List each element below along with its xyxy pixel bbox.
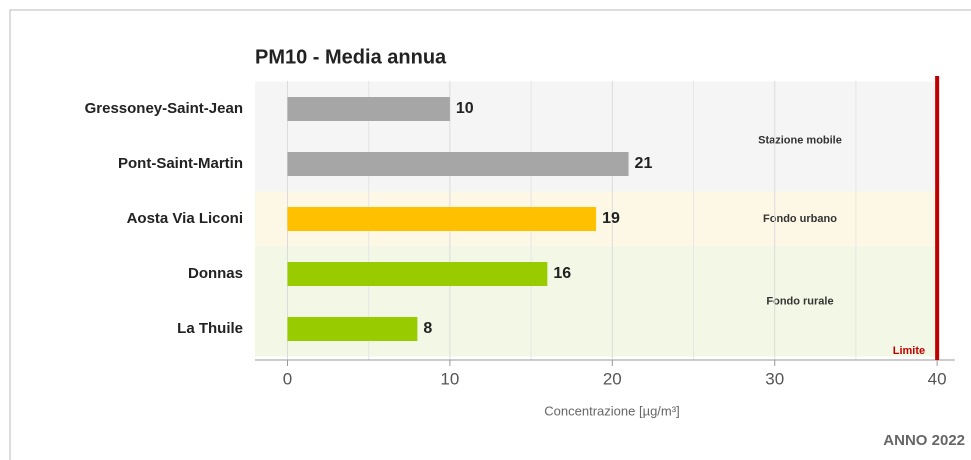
frame	[9, 9, 971, 460]
x-tick-label: 20	[603, 369, 622, 388]
y-tick-label: La Thuile	[177, 320, 243, 337]
value-label: 21	[635, 155, 653, 172]
bar	[287, 152, 629, 176]
group-label: Fondo rurale	[766, 295, 833, 307]
group-label: Stazione mobile	[758, 134, 842, 146]
x-tick-label: 0	[283, 369, 292, 388]
value-label: 10	[456, 100, 474, 117]
y-tick-label: Donnas	[188, 265, 243, 282]
y-tick-label: Aosta Via Liconi	[127, 210, 243, 227]
x-tick-label: 10	[440, 369, 459, 388]
group-label: Fondo urbano	[763, 213, 837, 225]
x-tick-label: 30	[765, 369, 784, 388]
y-tick-label: Pont-Saint-Martin	[118, 155, 243, 172]
bar	[287, 317, 418, 341]
x-tick-label: 40	[928, 369, 947, 388]
chart-title: PM10 - Media annua	[255, 46, 447, 68]
bar	[287, 97, 450, 121]
footer: ANNO 2022	[883, 432, 965, 449]
y-tick-label: Gressoney-Saint-Jean	[85, 100, 243, 117]
bar	[287, 262, 548, 286]
value-label: 19	[602, 210, 620, 227]
limit-label: Limite	[893, 345, 925, 357]
bar	[287, 207, 597, 231]
value-label: 8	[423, 320, 432, 337]
x-axis-label: Concentrazione [µg/m³]	[544, 403, 679, 418]
value-label: 16	[553, 265, 571, 282]
